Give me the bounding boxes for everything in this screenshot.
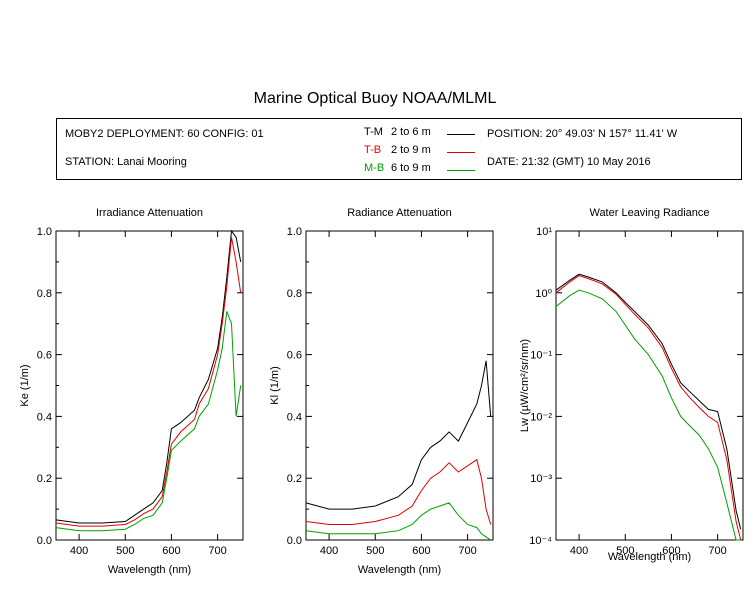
x-tick-label-2-3: 700 bbox=[708, 545, 726, 557]
y-tick-label-1-3: 0.6 bbox=[287, 350, 302, 362]
x-tick-label-1-1: 500 bbox=[366, 545, 384, 557]
series-line-1-t-m bbox=[305, 360, 492, 510]
plot-frame-2 bbox=[555, 230, 744, 541]
info-box: MOBY2 DEPLOYMENT: 60 CONFIG: 01 STATION:… bbox=[56, 118, 742, 180]
x-tick-label-0-0: 400 bbox=[70, 545, 88, 557]
series-line-0-m-b bbox=[55, 311, 242, 532]
legend-range-mb: 6 to 9 m bbox=[391, 162, 431, 174]
date-text: DATE: 21:32 (GMT) 10 May 2016 bbox=[487, 156, 651, 168]
page-title: Marine Optical Buoy NOAA/MLML bbox=[253, 90, 497, 107]
y-axis-label-2: Lw (µW/cm²/sr/nm) bbox=[519, 339, 531, 432]
legend-code-tb: T-B bbox=[364, 144, 382, 156]
legend-line-tb bbox=[447, 152, 475, 153]
chart-title-2: Water Leaving Radiance bbox=[589, 207, 709, 219]
plot-frame-0 bbox=[55, 230, 244, 541]
y-tick-label-2-5: 10¹ bbox=[536, 226, 552, 238]
x-tick-label-2-1: 500 bbox=[616, 545, 634, 557]
y-tick-label-0-0: 0.0 bbox=[37, 535, 52, 547]
chart-title-0: Irradiance Attenuation bbox=[96, 207, 203, 219]
legend-range-tb: 2 to 9 m bbox=[391, 144, 431, 156]
legend-line-tm bbox=[447, 134, 475, 135]
series-line-1-m-b bbox=[305, 502, 491, 541]
y-tick-label-0-1: 0.2 bbox=[37, 473, 52, 485]
x-tick-label-0-3: 700 bbox=[208, 545, 226, 557]
y-tick-label-1-4: 0.8 bbox=[287, 288, 302, 300]
plot-frame-1 bbox=[305, 230, 494, 541]
series-line-0-t-b bbox=[55, 237, 242, 527]
y-tick-label-1-0: 0.0 bbox=[287, 535, 302, 547]
y-tick-label-2-1: 10⁻³ bbox=[530, 473, 552, 485]
legend-code-tm: T-M bbox=[364, 126, 383, 138]
series-line-2-m-b bbox=[555, 289, 741, 541]
chart-title-1: Radiance Attenuation bbox=[347, 207, 452, 219]
series-line-2-t-b bbox=[555, 275, 742, 541]
legend-range-tm: 2 to 6 m bbox=[391, 126, 431, 138]
y-tick-label-0-2: 0.4 bbox=[37, 411, 52, 423]
x-tick-label-0-1: 500 bbox=[116, 545, 134, 557]
y-tick-label-0-3: 0.6 bbox=[37, 350, 52, 362]
position-text: POSITION: 20° 49.03' N 157° 11.41' W bbox=[487, 128, 678, 140]
y-axis-label-1: Kl (1/m) bbox=[269, 366, 281, 405]
series-line-1-t-b bbox=[305, 458, 492, 525]
x-tick-label-0-2: 600 bbox=[162, 545, 180, 557]
legend-code-mb: M-B bbox=[364, 162, 385, 174]
y-tick-label-0-5: 1.0 bbox=[37, 226, 52, 238]
y-tick-label-0-4: 0.8 bbox=[37, 288, 52, 300]
y-tick-label-2-4: 10⁰ bbox=[535, 288, 552, 300]
x-axis-label-0: Wavelength (nm) bbox=[108, 564, 191, 576]
y-tick-label-2-2: 10⁻² bbox=[530, 411, 552, 423]
x-tick-label-1-0: 400 bbox=[320, 545, 338, 557]
y-tick-label-2-3: 10⁻¹ bbox=[530, 350, 552, 362]
y-tick-label-1-2: 0.4 bbox=[287, 411, 302, 423]
x-tick-label-2-2: 600 bbox=[662, 545, 680, 557]
x-tick-label-2-0: 400 bbox=[570, 545, 588, 557]
x-tick-label-1-3: 700 bbox=[458, 545, 476, 557]
x-axis-label-2: Wavelength (nm) bbox=[608, 551, 691, 563]
deployment-text: MOBY2 DEPLOYMENT: 60 CONFIG: 01 bbox=[65, 128, 264, 140]
y-tick-label-1-1: 0.2 bbox=[287, 473, 302, 485]
series-line-2-t-m bbox=[555, 273, 742, 530]
x-axis-label-1: Wavelength (nm) bbox=[358, 564, 441, 576]
legend-line-mb bbox=[447, 170, 475, 171]
station-text: STATION: Lanai Mooring bbox=[65, 156, 187, 168]
y-axis-label-0: Ke (1/m) bbox=[19, 364, 31, 406]
y-tick-label-1-5: 1.0 bbox=[287, 226, 302, 238]
y-tick-label-2-0: 10⁻⁴ bbox=[529, 535, 552, 547]
x-tick-label-1-2: 600 bbox=[412, 545, 430, 557]
series-line-0-t-m bbox=[55, 229, 242, 524]
